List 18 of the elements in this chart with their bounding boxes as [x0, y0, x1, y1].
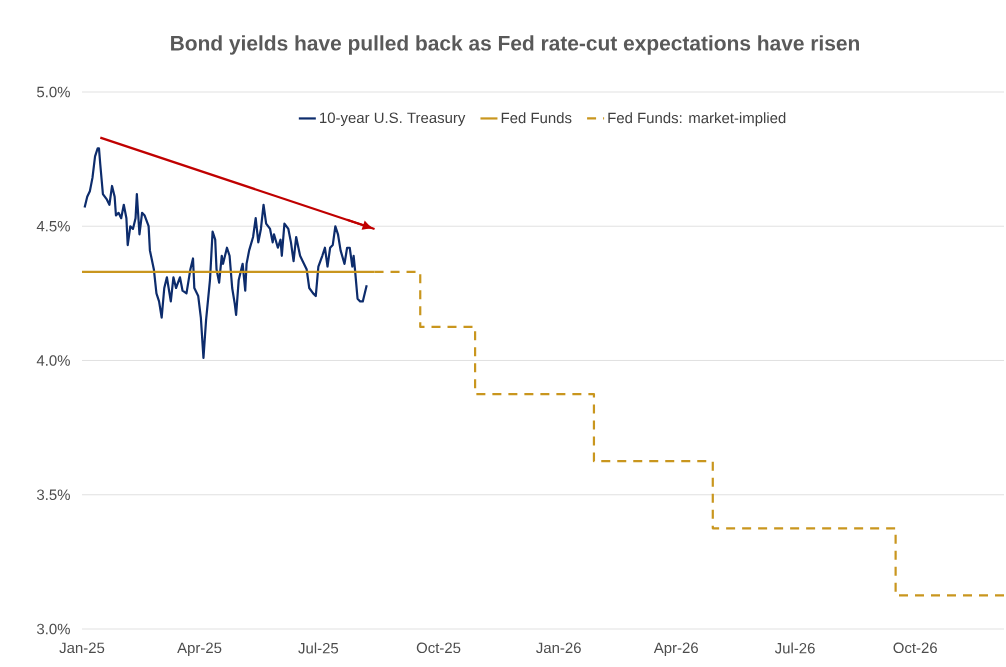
y-tick-label: 4.0%: [36, 355, 70, 366]
y-tick-label: 3.5%: [36, 489, 70, 501]
y-tick-label: 3.0%: [36, 623, 70, 635]
y-tick-label: 5.0%: [37, 86, 70, 98]
x-tick-label: Jan-25: [59, 642, 105, 654]
legend-label: 10-year U.S. Treasury: [320, 112, 466, 127]
x-tick-label: Jul-25: [298, 642, 339, 654]
x-tick-label: Oct-26: [893, 642, 937, 654]
chart-title: Bond yields have pulled back as Fed rate-cut expectations have risen: [171, 35, 859, 55]
legend-label: Fed Funds: [501, 112, 572, 124]
line-series: [83, 147, 368, 359]
x-tick-label: Oct-25: [416, 642, 461, 654]
x-tick-label: Apr-26: [653, 642, 698, 657]
x-tick-label: Apr-25: [177, 642, 222, 657]
legend-label: Fed Funds: market-implied: [608, 112, 786, 127]
x-tick-label: Jul-26: [774, 642, 815, 654]
x-tick-label: Jan-26: [536, 642, 581, 654]
y-tick-label: 4.5%: [36, 221, 70, 232]
